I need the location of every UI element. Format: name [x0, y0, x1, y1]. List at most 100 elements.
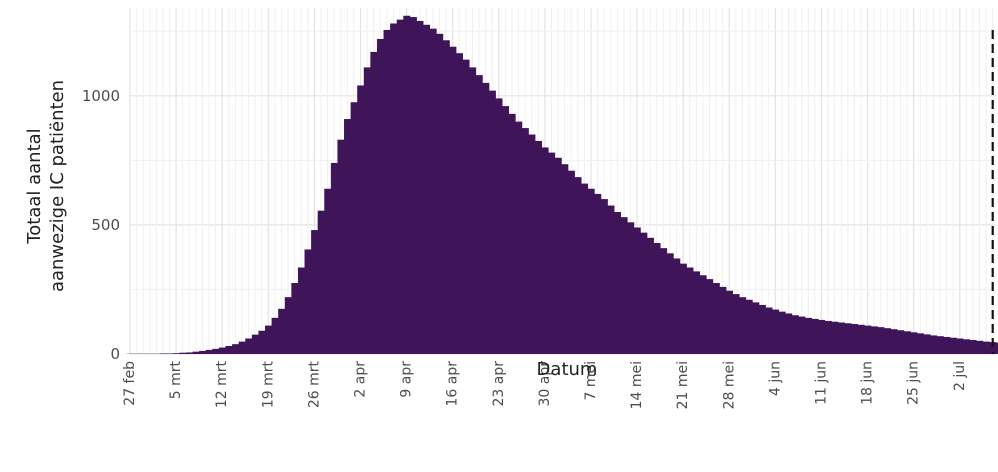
- bar: [627, 222, 635, 354]
- bar: [330, 162, 338, 354]
- bar: [837, 322, 845, 354]
- bar: [291, 282, 299, 354]
- bar: [877, 327, 885, 354]
- bar: [561, 164, 569, 354]
- bar: [679, 263, 687, 354]
- bar: [212, 348, 220, 354]
- bar: [172, 353, 180, 354]
- bar: [324, 188, 332, 354]
- bar: [660, 248, 668, 354]
- bar: [666, 253, 674, 354]
- x-tick-label: 5 mrt: [168, 360, 184, 399]
- y-axis-title-line1: Totaal aantal: [24, 128, 45, 244]
- bar: [745, 299, 753, 354]
- bar: [719, 286, 727, 354]
- x-tick-label: 30 apr: [537, 361, 553, 407]
- bar: [462, 59, 470, 355]
- bar: [897, 330, 905, 354]
- bar: [521, 128, 529, 354]
- bar: [278, 308, 286, 354]
- bar: [363, 67, 371, 354]
- bar: [350, 102, 358, 354]
- bar: [712, 282, 720, 354]
- x-tick-label: 23 apr: [491, 361, 507, 407]
- bar: [884, 328, 892, 354]
- bar: [455, 53, 463, 355]
- bar: [614, 211, 622, 354]
- bar: [831, 321, 839, 354]
- x-tick-label: 27 feb: [122, 361, 138, 406]
- bar: [205, 349, 213, 354]
- bar: [541, 147, 549, 354]
- bar: [653, 242, 661, 354]
- x-tick-label: 12 mrt: [214, 360, 230, 408]
- bar: [930, 335, 938, 354]
- bar: [818, 319, 826, 354]
- bar: [996, 342, 998, 354]
- bar: [515, 121, 523, 354]
- x-tick-label: 28 mei: [721, 361, 737, 409]
- bar: [192, 351, 200, 354]
- bar: [403, 15, 411, 354]
- x-tick-label: 21 mei: [675, 361, 691, 409]
- bar: [284, 297, 292, 354]
- x-tick-label: 14 mei: [629, 361, 645, 409]
- bar: [574, 177, 582, 354]
- bar: [686, 267, 694, 354]
- bar: [245, 338, 253, 354]
- bar: [864, 325, 872, 354]
- bar: [179, 352, 187, 354]
- bar: [982, 341, 990, 354]
- bar: [963, 339, 971, 354]
- bar: [772, 309, 780, 354]
- bar: [166, 353, 174, 354]
- bar: [502, 106, 510, 354]
- bar: [548, 152, 556, 354]
- bar: [357, 85, 365, 355]
- x-tick-label: 26 mrt: [306, 360, 322, 408]
- bar: [311, 230, 319, 354]
- bar: [673, 258, 681, 354]
- bar: [765, 307, 773, 354]
- bar: [910, 332, 918, 354]
- y-axis-ticks: 0 500 1000: [82, 87, 120, 363]
- x-axis-title: Datum: [537, 359, 598, 380]
- bar: [758, 304, 766, 354]
- x-axis-ticks: 27 feb 5 mrt 12 mrt 19 mrt 26 mrt 2 apr 9 apr 1…: [122, 360, 968, 409]
- bar: [396, 19, 404, 354]
- bar: [495, 98, 503, 354]
- bar: [778, 311, 786, 354]
- x-tick-label: 11 jun: [813, 361, 829, 405]
- bar: [956, 338, 964, 354]
- x-tick-label: 7 mei: [583, 361, 599, 401]
- x-tick-label: 9 apr: [399, 361, 415, 398]
- bar: [693, 271, 701, 354]
- bar: [851, 324, 859, 354]
- bar: [390, 23, 398, 355]
- bar: [976, 340, 984, 354]
- bar: [508, 113, 516, 355]
- bar: [442, 40, 450, 354]
- bar: [785, 313, 793, 354]
- bar: [344, 119, 352, 355]
- bar: [752, 302, 760, 354]
- bar: [376, 38, 384, 354]
- y-axis-title-line2: aanwezige IC patiënten: [47, 80, 68, 292]
- bar: [949, 337, 957, 354]
- bar: [218, 347, 226, 354]
- bar: [469, 67, 477, 354]
- bar: [370, 51, 378, 355]
- bar: [554, 157, 562, 354]
- bar: [185, 352, 193, 354]
- bar: [923, 334, 931, 354]
- y-tick-label: 0: [110, 345, 120, 363]
- bar: [706, 279, 714, 354]
- x-tick-label: 19 mrt: [260, 360, 276, 408]
- bar: [449, 46, 457, 354]
- bar: [258, 330, 266, 354]
- bar: [232, 344, 240, 354]
- bar: [739, 297, 747, 354]
- bar: [304, 249, 312, 354]
- bar: [475, 75, 483, 354]
- bar: [646, 237, 654, 354]
